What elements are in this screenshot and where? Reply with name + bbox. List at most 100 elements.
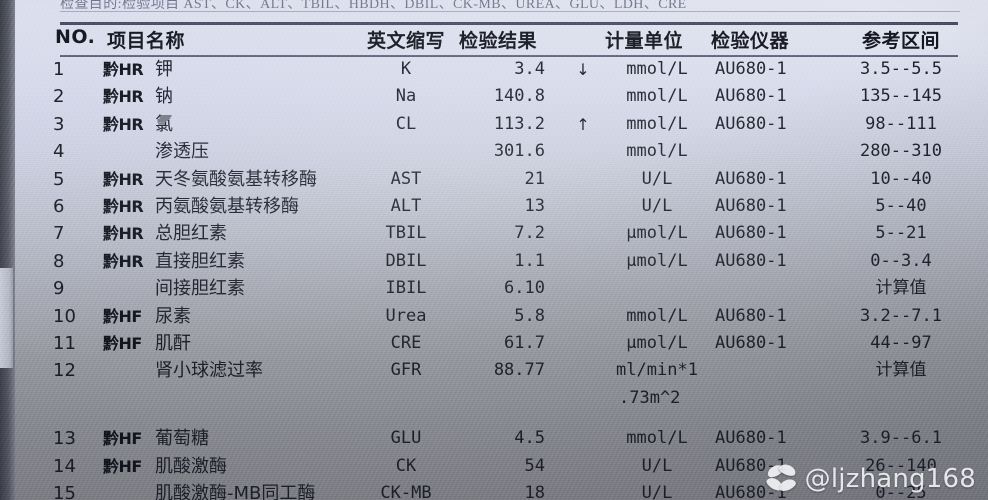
cell-reference: 计算值 <box>875 278 927 299</box>
cell-instrument: AU680-1 <box>715 305 787 326</box>
item-name: 肌酐 <box>155 333 191 355</box>
cell-result: 21 <box>524 168 545 189</box>
cell-instrument: AU680-1 <box>715 223 787 244</box>
cell-result: 7.2 <box>514 223 545 244</box>
table-row[interactable]: 2 黔HR 钠 Na 140.8 mmol/L AU680-1 135--145 <box>45 83 975 110</box>
table-row[interactable]: 7 黔HR 总胆红素 TBIL 7.2 μmol/L AU680-1 5--21 <box>45 220 975 247</box>
cell-result: 61.7 <box>504 333 545 354</box>
cell-reference: 44--97 <box>870 333 932 354</box>
item-name: 肌酸激酶-MB同工酶 <box>155 483 316 500</box>
cell-flag <box>561 83 605 110</box>
cell-name: 黔HR 氯 <box>97 111 355 138</box>
table-row[interactable]: 10 黔HF 尿素 Urea 5.8 mmol/L AU680-1 3.2--7.1 <box>45 303 975 330</box>
item-name: 钾 <box>155 59 173 80</box>
cell-result: 6.10 <box>504 278 545 299</box>
table-body: 1 黔HR 钾 K 3.4 ↓ mmol/L AU680-1 3.5--5.5 2 黔HR 钠 Na 14… <box>45 56 975 500</box>
cell-reference: 3.9--6.1 <box>860 428 942 449</box>
table-row[interactable]: 3 黔HR 氯 CL 113.2 ↑ mmol/L AU680-1 98--111 <box>45 111 975 138</box>
table-row[interactable]: 8 黔HR 直接胆红素 DBIL 1.1 μmol/L AU680-1 0--3.4 <box>45 248 975 275</box>
column-header-no: NO. <box>55 26 96 48</box>
cell-instrument: AU680-1 <box>715 196 787 217</box>
cell-result: 88.77 <box>493 360 545 381</box>
cell-name: 黔HR 总胆红素 <box>97 220 355 247</box>
cell-no: 13 <box>53 428 76 450</box>
column-header-unit: 计量单位 <box>605 30 684 52</box>
cell-no: 10 <box>53 305 76 327</box>
column-header-result: 检验结果 <box>459 30 538 52</box>
column-header-name: 项目名称 <box>107 30 186 52</box>
cell-flag <box>561 480 605 500</box>
cell-result: 301.6 <box>493 141 545 162</box>
cell-name: 黔HR 天冬氨酸氨基转移酶 <box>97 166 355 193</box>
cell-unit <box>605 275 709 302</box>
item-name: 葡萄糖 <box>155 428 209 450</box>
cell-reference: 3.2--7.1 <box>860 305 942 326</box>
monitor-bezel-highlight <box>0 268 13 368</box>
table-row[interactable]: 5 黔HR 天冬氨酸氨基转移酶 AST 21 U/L AU680-1 10--40 <box>45 166 975 193</box>
hospital-tag: 黔HF <box>103 429 142 449</box>
table-row-unit-continuation: .73m^2 <box>45 385 975 412</box>
cell-reference: 135--145 <box>860 86 942 107</box>
cell-flag <box>561 138 605 165</box>
cell-instrument: AU680-1 <box>715 333 787 354</box>
hospital-tag: 黔HF <box>103 306 142 326</box>
table-row[interactable]: 1 黔HR 钾 K 3.4 ↓ mmol/L AU680-1 3.5--5.5 <box>45 56 975 83</box>
cell-abbr: AST <box>390 168 422 189</box>
cell-flag: ↑ <box>576 114 590 134</box>
cell-reference: 98--111 <box>865 113 937 134</box>
table-row[interactable]: 11 黔HF 肌酐 CRE 61.7 μmol/L AU680-1 44--97 <box>45 330 975 357</box>
cell-reference: 0--3.4 <box>870 250 932 271</box>
cell-no: 11 <box>53 333 76 355</box>
cell-no: 7 <box>53 223 65 245</box>
cell-instrument <box>709 357 827 384</box>
cell-no: 12 <box>53 360 76 382</box>
cell-name: .肌酸激酶-MB同工酶 <box>97 480 355 500</box>
item-name: 间接胆红素 <box>155 278 245 300</box>
cell-flag <box>561 330 605 357</box>
cell-reference: 280--310 <box>860 141 942 162</box>
item-name: 肾小球滤过率 <box>155 360 263 382</box>
hospital-tag: 黔HR <box>103 251 144 271</box>
table-row[interactable]: 6 黔HR 丙氨酸氨基转移酶 ALT 13 U/L AU680-1 5--40 <box>45 193 975 220</box>
cell-unit: μmol/L <box>626 223 688 244</box>
cell-result: 5.8 <box>514 305 545 326</box>
cell-name: 黔HR 钾 <box>97 56 355 83</box>
cell-reference: 5--40 <box>875 196 927 217</box>
cell-unit: U/L <box>641 483 673 500</box>
cell-unit: U/L <box>641 168 673 189</box>
cell-unit: mmol/L <box>626 305 688 326</box>
cell-abbr: DBIL <box>385 250 427 271</box>
cell-unit: μmol/L <box>626 333 688 354</box>
cell-instrument: AU680-1 <box>715 168 787 189</box>
hospital-tag: 黔HF <box>103 334 142 354</box>
table-row[interactable]: 13 黔HF 葡萄糖 GLU 4.5 mmol/L AU680-1 3.9--6.1 <box>45 425 975 452</box>
cell-name: 黔HR 直接胆红素 <box>97 248 355 275</box>
item-name: 肌酸激酶 <box>155 455 227 477</box>
cell-abbr: Na <box>395 86 417 107</box>
cell-abbr: IBIL <box>385 278 427 299</box>
hospital-tag: . <box>103 357 155 384</box>
cell-result: 3.4 <box>514 59 545 79</box>
cell-instrument: AU680-1 <box>715 113 787 134</box>
column-header-instrument: 检验仪器 <box>711 30 790 52</box>
cell-flag <box>561 303 605 330</box>
cell-unit: mmol/L <box>626 141 688 162</box>
cell-name: .渗透压 <box>97 138 355 165</box>
watermark: @ljzhang168 <box>764 462 976 494</box>
table-row[interactable]: 14 黔HF 肌酸激酶 CK 54 U/L AU680-1 26--140 <box>45 453 975 480</box>
cell-result: 1.1 <box>514 250 545 271</box>
cell-no: 5 <box>53 168 65 190</box>
cell-reference: 10--40 <box>870 168 932 189</box>
cell-unit: mmol/L <box>626 113 688 134</box>
cell-instrument: AU680-1 <box>715 250 787 271</box>
cell-abbr: CK <box>395 455 417 476</box>
cell-no: 3 <box>53 113 65 135</box>
header-rule-bottom <box>60 55 958 57</box>
cell-abbr: ALT <box>390 196 422 217</box>
cell-abbr: TBIL <box>385 223 427 244</box>
